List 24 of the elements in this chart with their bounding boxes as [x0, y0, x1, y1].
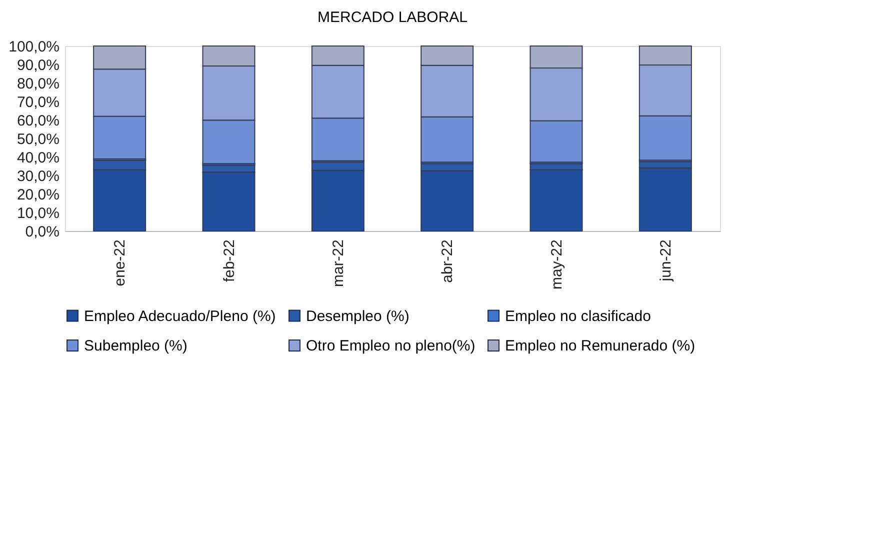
- legend-label: Subempleo (%): [84, 338, 188, 354]
- x-tick-label: mar-22: [330, 240, 347, 288]
- x-tick-label: ene-22: [112, 240, 129, 286]
- legend-label: Empleo no clasificado: [505, 308, 651, 325]
- y-tick-label: 40,0%: [16, 150, 60, 166]
- y-tick-label: 20,0%: [16, 186, 60, 204]
- legend-label: Otro Empleo no pleno(%): [306, 338, 476, 354]
- y-tick-label: 80,0%: [16, 76, 60, 92]
- x-tick-label: jun-22: [657, 240, 674, 282]
- y-tick-label: 90,0%: [16, 57, 60, 74]
- y-tick-label: 0,0%: [25, 224, 60, 240]
- y-tick-label: 30,0%: [16, 168, 60, 185]
- legend-label: Empleo no Remunerado (%): [505, 338, 696, 354]
- x-tick-label: feb-22: [220, 240, 238, 282]
- x-tick-label: may-22: [548, 240, 566, 290]
- y-tick-label: 70,0%: [16, 94, 60, 111]
- y-tick-label: 100,0%: [8, 38, 60, 56]
- chart-title: MERCADO LABORAL: [317, 9, 468, 26]
- y-tick-label: 50,0%: [16, 131, 60, 148]
- x-tick-label: abr-22: [439, 240, 456, 283]
- y-tick-label: 10,0%: [16, 205, 60, 222]
- legend-label: Desempleo (%): [306, 308, 410, 325]
- y-tick-label: 60,0%: [16, 112, 60, 130]
- legend-label: Empleo Adecuado/Pleno (%): [84, 308, 276, 325]
